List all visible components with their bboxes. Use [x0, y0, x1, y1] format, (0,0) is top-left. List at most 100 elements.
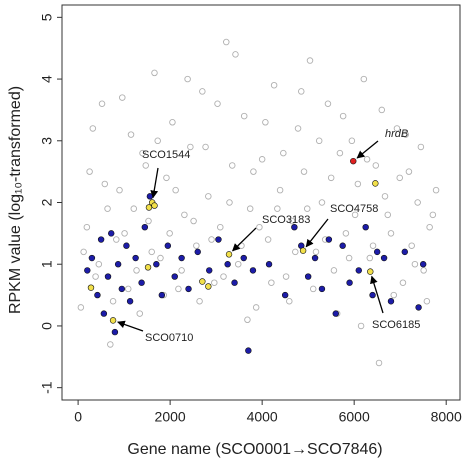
- point: [164, 242, 172, 249]
- x-tick-label: 4000: [247, 409, 278, 425]
- point: [330, 267, 338, 274]
- point: [369, 242, 377, 249]
- point: [419, 261, 427, 268]
- y-tick-label: 2: [39, 198, 55, 206]
- point: [145, 204, 153, 211]
- annotation: SCO0710: [145, 332, 193, 344]
- point: [77, 304, 85, 311]
- annotation: SCO1544: [142, 149, 190, 161]
- point: [346, 279, 353, 286]
- y-tick-label: 1: [39, 260, 55, 268]
- point: [104, 205, 111, 212]
- point: [281, 291, 289, 299]
- point: [348, 137, 356, 145]
- point: [318, 285, 326, 293]
- point: [127, 131, 135, 138]
- point: [125, 285, 132, 293]
- annotation: SCO3183: [262, 214, 310, 226]
- point: [291, 223, 298, 231]
- point: [256, 223, 263, 231]
- point: [145, 217, 152, 225]
- point: [270, 81, 278, 89]
- point: [118, 285, 126, 293]
- point: [108, 230, 115, 237]
- point: [224, 261, 231, 268]
- point: [119, 94, 126, 101]
- point: [325, 236, 333, 243]
- point: [363, 156, 371, 163]
- point: [133, 267, 140, 274]
- point: [234, 260, 242, 268]
- point: [121, 230, 128, 237]
- point: [87, 284, 95, 291]
- point: [372, 180, 379, 187]
- point: [396, 174, 403, 182]
- point: [88, 254, 96, 262]
- x-axis-label: Gene name (SCO0001→SCO7846): [127, 441, 382, 458]
- point: [367, 268, 374, 275]
- point: [199, 278, 206, 285]
- point: [414, 199, 421, 206]
- point: [240, 254, 247, 262]
- point: [141, 223, 149, 231]
- point: [126, 298, 134, 305]
- point: [163, 174, 170, 182]
- point: [373, 248, 381, 256]
- point: [294, 125, 302, 132]
- point: [220, 273, 227, 280]
- point: [98, 100, 106, 107]
- point: [83, 223, 91, 231]
- point: [205, 283, 212, 290]
- point: [426, 223, 433, 231]
- point: [342, 230, 350, 237]
- point: [136, 310, 144, 317]
- point: [262, 119, 269, 126]
- point: [187, 143, 194, 151]
- point: [92, 273, 99, 280]
- point: [231, 279, 238, 286]
- point: [166, 230, 173, 237]
- point: [411, 260, 419, 268]
- point: [399, 279, 407, 286]
- point: [268, 279, 275, 286]
- point: [387, 230, 395, 237]
- point: [405, 168, 413, 175]
- point: [402, 131, 409, 138]
- point: [276, 186, 284, 194]
- point: [196, 298, 203, 305]
- point: [249, 267, 257, 274]
- y-tick-label: 4: [39, 75, 55, 83]
- point: [369, 291, 376, 299]
- point: [178, 254, 185, 262]
- point: [190, 217, 197, 225]
- point: [354, 180, 362, 188]
- y-axis-label: RPKM value (log₁₀-transformed): [7, 86, 24, 314]
- point: [252, 304, 260, 311]
- annotation-arrow: [150, 167, 159, 199]
- point: [415, 304, 422, 311]
- point: [193, 242, 200, 249]
- point: [303, 205, 311, 212]
- point: [151, 202, 158, 209]
- point: [80, 248, 87, 256]
- point: [357, 322, 365, 330]
- point: [132, 254, 139, 262]
- point: [138, 279, 145, 286]
- annotation-arrow: [356, 140, 379, 159]
- y-tick-label: -1: [39, 381, 55, 394]
- point: [130, 205, 138, 212]
- point: [362, 223, 369, 231]
- point: [208, 236, 215, 243]
- point: [114, 261, 122, 268]
- point: [286, 298, 293, 305]
- point: [309, 285, 317, 293]
- point: [311, 254, 319, 262]
- point: [423, 298, 431, 305]
- point: [420, 267, 427, 274]
- point: [142, 162, 149, 169]
- point: [151, 69, 158, 77]
- point: [375, 359, 383, 367]
- point: [360, 75, 368, 83]
- point: [381, 193, 389, 200]
- point: [109, 298, 117, 305]
